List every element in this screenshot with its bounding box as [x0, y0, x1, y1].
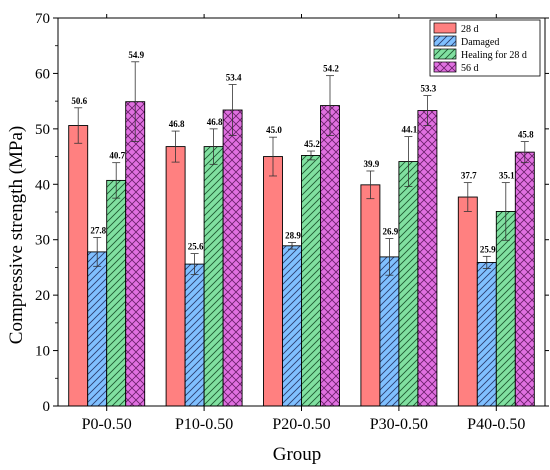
y-tick-label: 20	[35, 288, 50, 304]
bar-value-label: 45.0	[266, 125, 282, 135]
bar-healing-for-28-d-p0-0.50	[106, 179, 127, 407]
y-tick-label: 10	[35, 344, 50, 360]
bar-value-label: 54.9	[128, 50, 144, 60]
y-tick-label: 30	[35, 233, 50, 249]
value-labels-layer: 50.6 27.8 40.7 54.9 46.8 25.6 46.8 53.4 45.0 28.9…	[71, 50, 534, 255]
bar-56-d-p20-0.50	[320, 105, 340, 407]
x-tick-label: P30-0.50	[370, 416, 428, 433]
bar-28-d-p30-0.50	[360, 184, 381, 407]
bar-value-label: 25.9	[480, 244, 496, 254]
bar-value-label: 46.8	[169, 119, 185, 129]
bar-healing-for-28-d-p30-0.50	[398, 161, 419, 407]
bar-value-label: 44.1	[402, 125, 418, 135]
bar-damaged-p20-0.50	[282, 245, 302, 407]
legend-swatch	[433, 61, 457, 73]
bar-28-d-p0-0.50	[68, 125, 89, 407]
bar-56-d-p10-0.50	[222, 109, 243, 407]
bar-value-label: 54.2	[323, 64, 339, 74]
bar-28-d-p20-0.50	[263, 156, 283, 407]
bar-damaged-p0-0.50	[87, 251, 108, 407]
legend-label: 28 d	[461, 24, 479, 35]
y-tick-label: 70	[35, 11, 50, 27]
bar-value-label: 53.4	[226, 73, 242, 83]
bars-layer	[68, 101, 535, 407]
legend-label: 56 d	[461, 63, 479, 74]
bar-value-label: 27.8	[90, 225, 106, 235]
legend-label: Damaged	[461, 37, 499, 48]
x-tick-label: P20-0.50	[272, 416, 330, 433]
legend-label: Healing for 28 d	[461, 50, 527, 61]
bar-value-label: 40.7	[109, 151, 125, 161]
bar-value-label: 46.8	[207, 117, 223, 127]
bar-damaged-p10-0.50	[184, 263, 205, 407]
error-bars-layer	[74, 61, 529, 276]
legend-swatch	[433, 22, 457, 34]
x-axis-label: Group	[273, 444, 322, 465]
bar-56-d-p0-0.50	[125, 101, 146, 407]
bar-healing-for-28-d-p20-0.50	[301, 155, 321, 407]
bar-value-label: 45.2	[304, 139, 320, 149]
y-tick-label: 50	[35, 122, 50, 138]
x-tick-label: P40-0.50	[467, 416, 525, 433]
bar-value-label: 37.7	[461, 171, 477, 181]
legend: 28 d Damaged Healing for 28 d 56 d	[429, 19, 541, 77]
bar-value-label: 50.6	[71, 96, 87, 106]
bar-value-label: 53.3	[421, 84, 437, 94]
x-axis: P0-0.50 P10-0.50 P20-0.50 P30-0.50 P40-0.50	[82, 14, 525, 433]
bar-value-label: 39.9	[364, 159, 380, 169]
bar-56-d-p40-0.50	[514, 151, 535, 407]
x-tick-label: P0-0.50	[82, 416, 132, 433]
bar-healing-for-28-d-p10-0.50	[203, 146, 224, 407]
bar-value-label: 35.1	[499, 171, 515, 181]
legend-swatch	[433, 48, 457, 60]
bar-value-label: 45.8	[518, 130, 534, 140]
x-tick-label: P10-0.50	[175, 416, 233, 433]
bar-damaged-p30-0.50	[379, 256, 400, 407]
bar-28-d-p40-0.50	[457, 196, 478, 407]
bar-value-label: 26.9	[383, 227, 399, 237]
bar-56-d-p30-0.50	[417, 110, 438, 407]
legend-swatch	[433, 35, 457, 47]
bar-value-label: 28.9	[285, 230, 301, 240]
y-tick-label: 60	[35, 66, 50, 82]
y-tick-label: 0	[43, 399, 51, 415]
y-axis: 0 10 20 30 40 50 60 70	[35, 11, 549, 415]
bar-damaged-p40-0.50	[476, 261, 497, 407]
y-axis-label: Compressive strength (MPa)	[6, 126, 27, 344]
y-tick-label: 40	[35, 177, 50, 193]
bar-28-d-p10-0.50	[165, 146, 186, 407]
bar-value-label: 25.6	[188, 242, 204, 252]
